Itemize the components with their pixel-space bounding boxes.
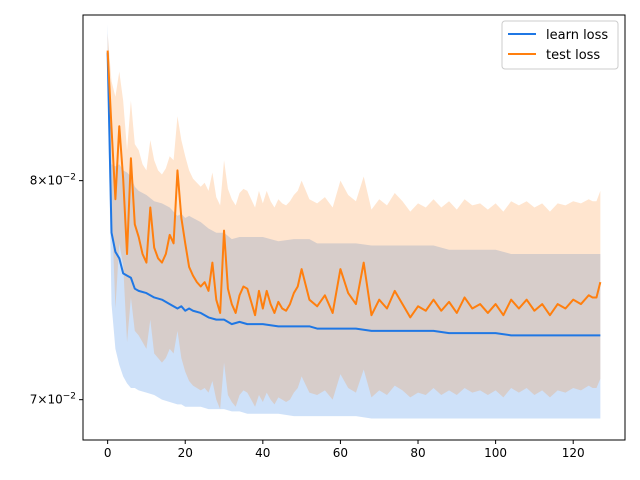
x-tick-label: 0 (104, 446, 112, 460)
x-tick-label: 120 (562, 446, 585, 460)
test-loss-line (106, 50, 602, 319)
x-tick-label: 20 (178, 446, 193, 460)
learn-loss-line (106, 52, 601, 337)
y-tick-label: 7×10−2 (30, 392, 76, 407)
legend-label-learn-loss: learn loss (546, 28, 608, 43)
x-tick-label: 40 (255, 446, 270, 460)
test-loss-band (107, 33, 601, 410)
legend-label-test-loss: test loss (546, 48, 600, 63)
y-axis: 8×10−2 7×10−2 (30, 173, 83, 407)
plot-frame (82, 14, 626, 441)
x-tick-label: 60 (333, 446, 348, 460)
series-lines (106, 50, 602, 337)
learn-loss-band (107, 24, 601, 419)
x-axis: 0 20 40 60 80 100 120 (104, 440, 585, 460)
x-tick-label: 100 (484, 446, 507, 460)
legend: learn loss test loss (501, 20, 619, 70)
confidence-bands (107, 24, 601, 419)
x-tick-label: 80 (410, 446, 425, 460)
y-tick-label: 8×10−2 (30, 173, 76, 188)
